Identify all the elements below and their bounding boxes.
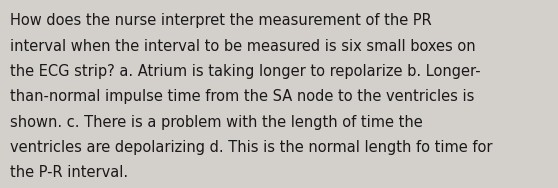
Text: interval when the interval to be measured is six small boxes on: interval when the interval to be measure…: [10, 39, 475, 54]
Text: How does the nurse interpret the measurement of the PR: How does the nurse interpret the measure…: [10, 13, 432, 28]
Text: than-normal impulse time from the SA node to the ventricles is: than-normal impulse time from the SA nod…: [10, 89, 474, 104]
Text: the P-R interval.: the P-R interval.: [10, 165, 128, 180]
Text: shown. c. There is a problem with the length of time the: shown. c. There is a problem with the le…: [10, 115, 423, 130]
Text: ventricles are depolarizing d. This is the normal length fo time for: ventricles are depolarizing d. This is t…: [10, 140, 493, 155]
Text: the ECG strip? a. Atrium is taking longer to repolarize b. Longer-: the ECG strip? a. Atrium is taking longe…: [10, 64, 480, 79]
